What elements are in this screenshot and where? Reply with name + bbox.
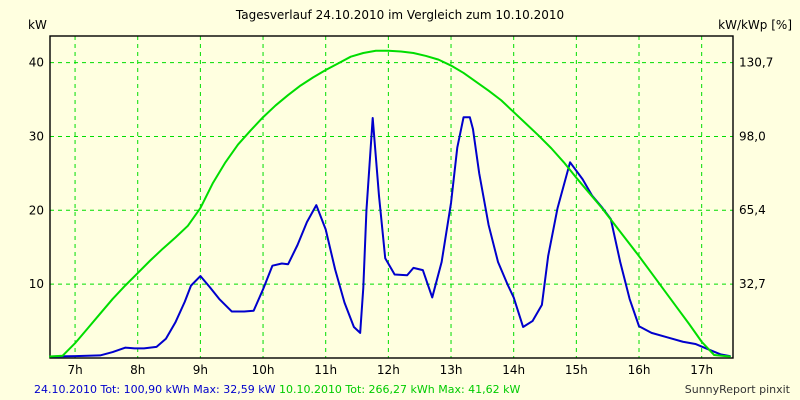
x-axis-tick: 11h [314, 363, 337, 377]
axis-tick-labels: 10 20 30 40 32,7 65,4 98,0 130,7 7h 8h 9h 10h 11h 12h… [29, 56, 774, 377]
series-line-b [49, 49, 731, 358]
y-axis-left-tick: 10 [29, 277, 44, 291]
y-axis-right-unit-label: kW/kWp [%] [718, 18, 792, 32]
y-axis-left-tick: 40 [29, 56, 44, 70]
x-axis-tick: 12h [377, 363, 400, 377]
gridlines [50, 36, 733, 358]
x-axis-tick: 15h [565, 363, 588, 377]
page-title: Tagesverlauf 24.10.2010 im Vergleich zum… [235, 8, 565, 22]
y-axis-right-tick: 98,0 [739, 130, 766, 144]
x-axis-tick: 7h [67, 363, 82, 377]
y-axis-right-tick: 32,7 [739, 277, 766, 291]
y-axis-right-tick: 130,7 [739, 56, 773, 70]
x-axis-tick: 17h [690, 363, 713, 377]
data-series-layer [49, 49, 731, 358]
x-axis-tick: 9h [193, 363, 208, 377]
legend-item-series-b: 10.10.2010 Tot: 266,27 kWh Max: 41,62 kW [278, 383, 521, 396]
x-axis-tick: 8h [130, 363, 145, 377]
x-axis-tick: 16h [628, 363, 651, 377]
watermark-label: SunnyReport pinxit [684, 383, 790, 396]
x-axis-tick: 10h [252, 363, 275, 377]
plot-border [49, 35, 734, 359]
y-axis-left-tick: 30 [29, 129, 44, 143]
x-axis-tick: 14h [502, 363, 525, 377]
chart-legend: 24.10.2010 Tot: 100,90 kWh Max: 32,59 kW… [34, 383, 520, 396]
y-axis-left-unit-label: kW [28, 18, 47, 32]
x-axis-tick: 13h [440, 363, 463, 377]
legend-item-series-a: 24.10.2010 Tot: 100,90 kWh Max: 32,59 kW [34, 383, 276, 396]
y-axis-right-tick: 65,4 [739, 203, 766, 217]
series-line-a [49, 116, 731, 358]
y-axis-left-tick: 20 [29, 203, 44, 217]
plot-frame [49, 35, 734, 359]
